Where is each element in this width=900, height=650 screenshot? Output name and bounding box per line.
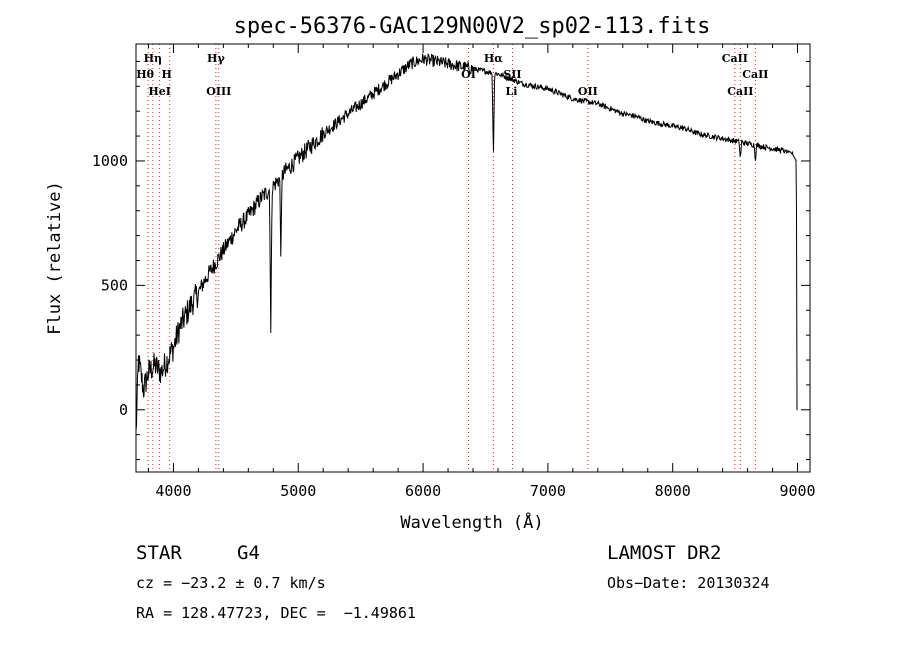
line-label: HeI [148, 85, 171, 98]
line-label: H [161, 68, 171, 81]
axis-ticks: 4000 5000 6000 7000 8000 9000 0 500 1000 [92, 44, 816, 500]
spectrum-line [135, 53, 798, 431]
line-label: Hη [144, 52, 162, 65]
observation-date: Obs−Date: 20130324 [607, 574, 770, 592]
line-label: Hγ [207, 52, 225, 65]
line-marker-layer [147, 44, 756, 472]
line-label: Hα [484, 52, 503, 65]
line-label: OII [578, 85, 598, 98]
line-label: CaII [727, 85, 753, 98]
x-axis-label: Wavelength (Å) [400, 511, 543, 533]
line-label: CaII [742, 68, 768, 81]
line-label: OI [461, 68, 476, 81]
x-tick-label: 6000 [405, 482, 441, 500]
y-tick-label: 0 [119, 401, 128, 419]
object-class: STAR [136, 542, 182, 564]
x-tick-label: 9000 [779, 482, 815, 500]
subclass: G4 [237, 542, 260, 564]
y-tick-label: 500 [101, 276, 128, 294]
y-axis-label: Flux (relative) [45, 181, 65, 335]
y-tick-label: 1000 [92, 152, 128, 170]
survey-name: LAMOST DR2 [607, 542, 722, 564]
x-tick-label: 8000 [655, 482, 691, 500]
x-tick-label: 4000 [155, 482, 191, 500]
plot-frame [135, 43, 811, 473]
coordinates: RA = 128.47723, DEC = −1.49861 [136, 604, 416, 622]
line-label: Hθ [136, 68, 154, 81]
chart-title: spec-56376-GAC129N00V2_sp02-113.fits [234, 14, 711, 39]
line-label: CaII [722, 52, 748, 65]
redshift-cz: cz = −23.2 ± 0.7 km/s [136, 574, 326, 592]
line-label: OIII [206, 85, 231, 98]
line-label: Li [505, 85, 517, 98]
x-tick-label: 7000 [530, 482, 566, 500]
x-tick-label: 5000 [280, 482, 316, 500]
